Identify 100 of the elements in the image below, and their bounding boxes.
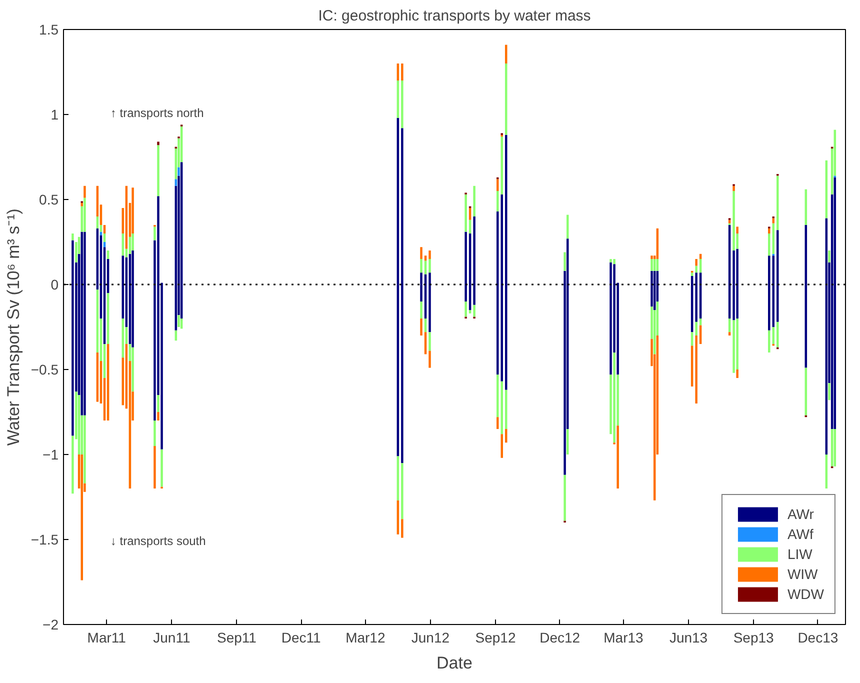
bar xyxy=(174,179,178,186)
bar xyxy=(468,310,472,314)
legend-label: AWr xyxy=(787,506,814,522)
annotation: ↑ transports north xyxy=(110,106,204,120)
bar xyxy=(695,266,698,273)
y-tick-label: −0.5 xyxy=(30,362,59,378)
bar xyxy=(828,250,830,262)
bar xyxy=(428,350,431,368)
y-tick-label: 0.5 xyxy=(39,192,59,208)
bar xyxy=(132,347,134,392)
x-tick-label: Mar12 xyxy=(346,630,386,646)
bar xyxy=(500,434,504,458)
bar xyxy=(616,284,619,375)
bar xyxy=(776,322,779,348)
bar xyxy=(401,64,404,80)
y-tick-label: 0 xyxy=(50,276,59,292)
x-tick-label: Jun11 xyxy=(153,630,190,646)
bar xyxy=(428,250,431,259)
bar xyxy=(566,214,569,239)
x-tick-label: Dec12 xyxy=(540,630,580,646)
bar xyxy=(699,318,702,326)
bar xyxy=(695,259,698,266)
bar xyxy=(178,167,180,176)
bar xyxy=(420,318,422,336)
x-tick-label: Jun13 xyxy=(669,630,708,646)
bar xyxy=(772,223,775,254)
bar xyxy=(736,370,738,378)
bar xyxy=(160,449,163,487)
bar xyxy=(84,186,86,198)
bar xyxy=(473,304,476,317)
bar xyxy=(72,234,74,240)
bar xyxy=(610,259,612,262)
bar xyxy=(424,260,427,274)
bar xyxy=(84,198,86,232)
bar xyxy=(768,330,770,352)
bar xyxy=(80,202,84,206)
bar xyxy=(732,320,735,373)
bar xyxy=(154,446,156,488)
y-tick-label: −1.5 xyxy=(30,532,59,548)
bar xyxy=(401,463,404,520)
x-tick-label: Sep12 xyxy=(475,630,516,646)
x-tick-label: Dec13 xyxy=(798,630,838,646)
bar xyxy=(728,220,731,224)
x-tick-label: Mar11 xyxy=(87,630,126,646)
bar xyxy=(496,179,499,191)
bar xyxy=(613,259,616,264)
bar xyxy=(650,259,653,271)
bar xyxy=(132,234,134,250)
x-tick-label: Dec11 xyxy=(281,630,321,646)
bar xyxy=(157,412,160,420)
bar xyxy=(616,426,619,488)
y-axis-title: Water Transport Sv (10⁶ m³ s⁻¹) xyxy=(4,208,23,446)
x-tick-label: Sep11 xyxy=(217,630,257,646)
bar xyxy=(132,188,134,234)
bar xyxy=(772,218,775,224)
bar xyxy=(564,252,566,271)
x-tick-label: Mar13 xyxy=(604,630,644,646)
bar xyxy=(420,259,422,273)
bar xyxy=(157,145,160,196)
bar xyxy=(566,429,569,454)
legend-label: LIW xyxy=(787,546,812,562)
bar xyxy=(84,415,86,484)
legend-label: WDW xyxy=(787,586,824,602)
bar xyxy=(690,272,694,276)
y-tick-label: 1 xyxy=(50,106,59,122)
annotation: ↓ transports south xyxy=(110,534,206,548)
bar xyxy=(154,226,156,240)
bar xyxy=(154,420,156,446)
bar xyxy=(695,322,698,336)
bar xyxy=(736,226,738,234)
legend-label: AWf xyxy=(787,526,814,542)
bar xyxy=(428,332,431,351)
y-tick-label: −1 xyxy=(42,446,59,462)
x-tick-label: Jun12 xyxy=(411,630,450,646)
bar xyxy=(464,302,467,317)
bar xyxy=(736,318,738,370)
chart-title: IC: geostrophic transports by water mass xyxy=(318,8,591,24)
legend-label: WIW xyxy=(787,566,818,582)
bar xyxy=(496,417,499,429)
bar xyxy=(157,142,160,146)
x-axis-title: Date xyxy=(436,654,472,672)
bar xyxy=(464,194,467,232)
bar xyxy=(473,186,476,216)
bar xyxy=(157,395,160,412)
y-tick-label: −2 xyxy=(42,616,59,632)
bar xyxy=(420,302,422,318)
bar xyxy=(728,332,731,336)
bar xyxy=(732,186,735,191)
x-tick-label: Sep13 xyxy=(733,630,774,646)
bar xyxy=(160,284,163,450)
bar xyxy=(732,191,735,250)
bar xyxy=(420,247,422,259)
bar xyxy=(401,80,404,128)
bar xyxy=(768,228,770,234)
bar xyxy=(613,352,616,443)
bar xyxy=(695,336,698,404)
bar xyxy=(401,519,404,538)
bar xyxy=(776,176,779,230)
bar xyxy=(650,256,653,259)
bar xyxy=(178,315,180,327)
